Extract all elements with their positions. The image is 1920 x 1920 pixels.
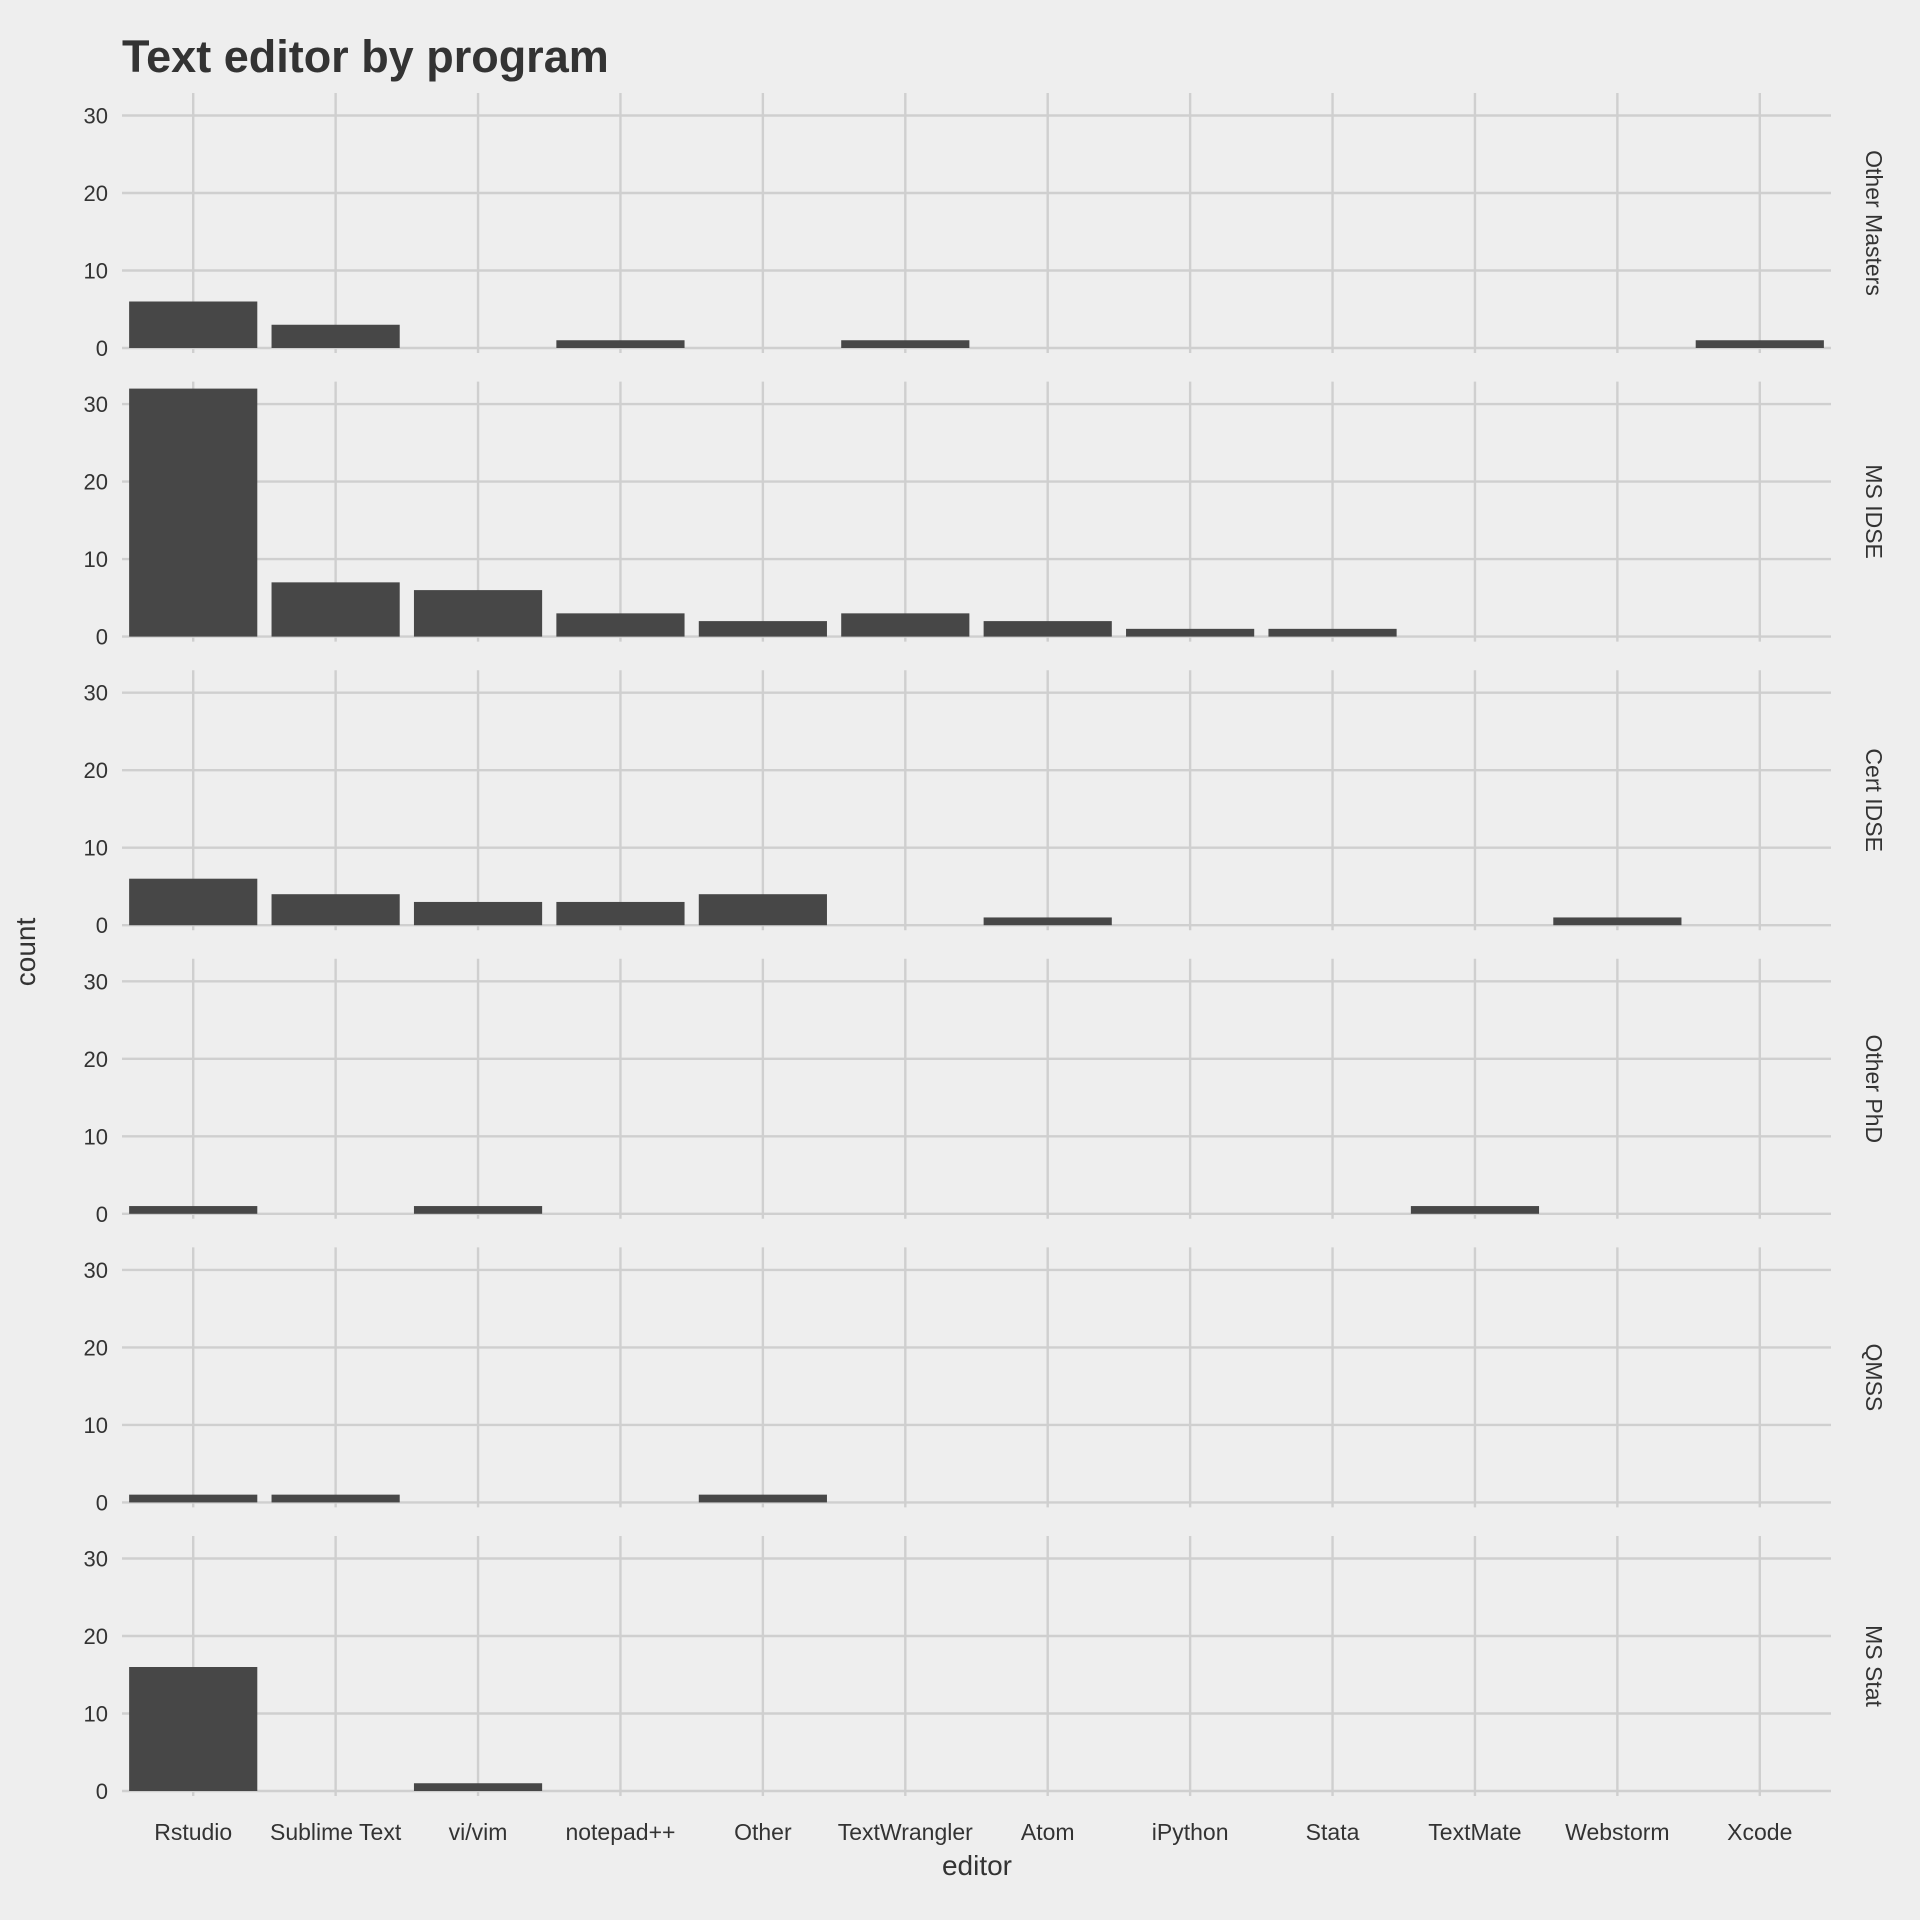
- y-tick-label: 10: [84, 1413, 108, 1438]
- x-tick-label: Rstudio: [154, 1819, 232, 1845]
- bar-other-masters-xcode: [1695, 340, 1824, 348]
- x-axis-title: editor: [942, 1850, 1012, 1881]
- x-tick-label: Atom: [1021, 1819, 1075, 1845]
- y-tick-label: 20: [84, 181, 108, 206]
- x-tick-label: Other: [734, 1819, 792, 1845]
- bar-other-masters-textwrangler: [841, 340, 970, 348]
- x-tick-label: Sublime Text: [270, 1819, 402, 1845]
- y-tick-label: 0: [96, 1490, 108, 1515]
- bar-ms-stat-rstudio: [129, 1667, 258, 1791]
- panel-other-phd: 0 10 20 30 Other PhD: [84, 958, 1887, 1227]
- y-tick-label: 20: [84, 470, 108, 495]
- y-axis-title: count: [10, 918, 41, 987]
- y-tick-label: 30: [84, 1547, 108, 1572]
- bar-ms-idse-other: [698, 621, 827, 637]
- facet-strip-label: Other PhD: [1861, 1034, 1887, 1143]
- x-tick-label: iPython: [1152, 1819, 1229, 1845]
- chart-title: Text editor by program: [122, 31, 609, 82]
- y-tick-label: 20: [84, 1335, 108, 1360]
- x-tick-labels: Rstudio Sublime Text vi/vim notepad++ Other T…: [154, 1819, 1792, 1845]
- panel-other-masters: 0 10 20 30 Other Masters: [84, 93, 1887, 361]
- y-tick-label: 10: [84, 547, 108, 572]
- bar-ms-idse-atom: [983, 621, 1112, 637]
- bar-ms-idse-textwrangler: [841, 613, 970, 637]
- bar-cert-idse-notepad-: [556, 901, 685, 926]
- bar-ms-idse-rstudio: [129, 388, 258, 637]
- y-tick-label: 0: [96, 1202, 108, 1227]
- bar-cert-idse-webstorm: [1553, 917, 1682, 926]
- facet-strip-label: MS IDSE: [1861, 464, 1887, 559]
- bar-ms-idse-ipython: [1126, 628, 1255, 637]
- bar-other-masters-sublime-text: [271, 324, 400, 348]
- facet-strip-label: MS Stat: [1861, 1625, 1887, 1707]
- y-tick-label: 20: [84, 1624, 108, 1649]
- facet-strip-label: QMSS: [1861, 1344, 1887, 1412]
- y-tick-label: 20: [84, 758, 108, 783]
- bar-ms-idse-stata: [1268, 628, 1397, 637]
- y-tick-label: 0: [96, 1779, 108, 1804]
- y-tick-label: 30: [84, 104, 108, 129]
- x-tick-label: notepad++: [565, 1819, 675, 1845]
- facet-strip-label: Other Masters: [1861, 150, 1887, 296]
- x-tick-label: TextWrangler: [838, 1819, 973, 1845]
- panel-ms-stat: 0 10 20 30 MS Stat: [84, 1536, 1887, 1804]
- x-tick-label: TextMate: [1428, 1819, 1521, 1845]
- y-tick-label: 20: [84, 1047, 108, 1072]
- bar-cert-idse-rstudio: [129, 878, 258, 926]
- bar-other-masters-notepad-: [556, 340, 685, 348]
- x-tick-label: Webstorm: [1565, 1819, 1669, 1845]
- bar-other-phd-vi-vim: [413, 1206, 543, 1214]
- bar-cert-idse-sublime-text: [271, 894, 400, 926]
- y-tick-label: 10: [84, 836, 108, 861]
- y-tick-label: 30: [84, 681, 108, 706]
- panel-ms-idse: 0 10 20 30 MS IDSE: [84, 381, 1887, 650]
- bar-ms-idse-sublime-text: [271, 582, 400, 637]
- panel-cert-idse: 0 10 20 30 Cert IDSE: [84, 670, 1887, 938]
- y-tick-label: 0: [96, 336, 108, 361]
- bar-qmss-other: [698, 1494, 827, 1503]
- panel-qmss: 0 10 20 30 QMSS: [84, 1247, 1887, 1515]
- y-tick-label: 0: [96, 913, 108, 938]
- bar-cert-idse-atom: [983, 917, 1112, 926]
- y-tick-label: 10: [84, 259, 108, 284]
- bar-qmss-rstudio: [129, 1494, 258, 1503]
- y-tick-label: 30: [84, 392, 108, 417]
- x-tick-label: Stata: [1306, 1819, 1360, 1845]
- y-tick-label: 0: [96, 625, 108, 650]
- bar-cert-idse-vi-vim: [413, 901, 543, 926]
- bar-other-phd-rstudio: [129, 1206, 258, 1214]
- y-tick-label: 10: [84, 1702, 108, 1727]
- panels: 0 10 20 30 Other Masters 0 10 20 30 MS IDSE 0 10 20 3…: [84, 93, 1887, 1804]
- bar-ms-stat-vi-vim: [413, 1783, 543, 1791]
- bar-other-masters-rstudio: [129, 301, 258, 348]
- bar-qmss-sublime-text: [271, 1494, 400, 1503]
- bar-ms-idse-notepad-: [556, 613, 685, 637]
- x-tick-label: vi/vim: [449, 1819, 508, 1845]
- bar-cert-idse-other: [698, 894, 827, 926]
- x-tick-label: Xcode: [1727, 1819, 1792, 1845]
- facet-strip-label: Cert IDSE: [1861, 748, 1887, 852]
- y-tick-label: 10: [84, 1124, 108, 1149]
- bar-ms-idse-vi-vim: [413, 590, 543, 637]
- y-tick-label: 30: [84, 1258, 108, 1283]
- bar-other-phd-textmate: [1410, 1206, 1540, 1214]
- y-tick-label: 30: [84, 969, 108, 994]
